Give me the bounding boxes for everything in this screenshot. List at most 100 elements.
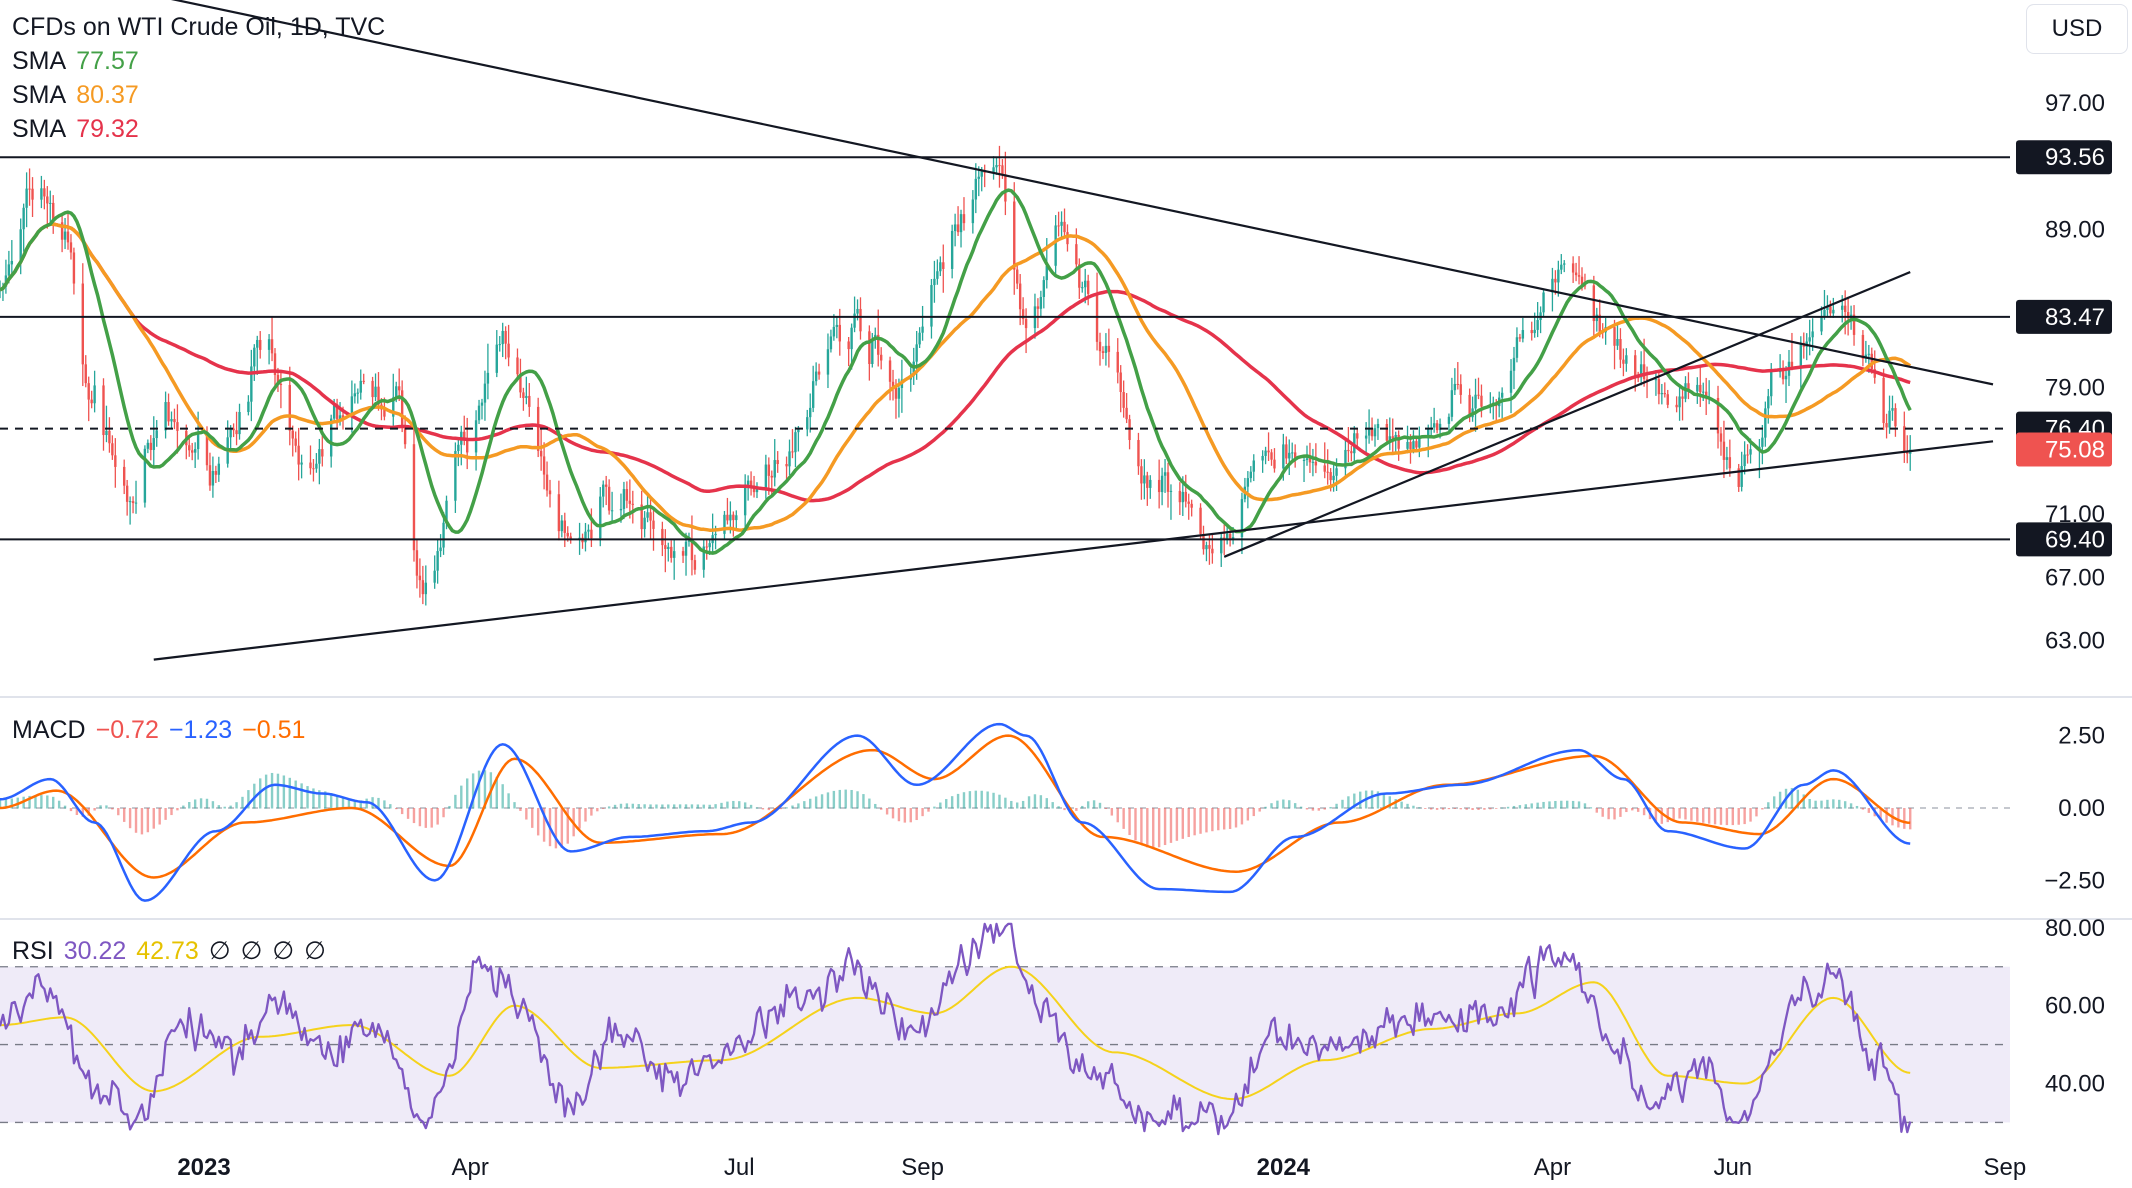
candle-body xyxy=(516,357,519,375)
macd-hist-bar xyxy=(584,808,587,822)
candle-body xyxy=(788,451,791,467)
candle-body xyxy=(1450,390,1454,417)
macd-hist-bar xyxy=(1075,808,1078,811)
macd-legend[interactable]: MACD −0.72 −1.23 −0.51 xyxy=(12,713,315,747)
candle-body xyxy=(1075,244,1078,265)
macd-hist-bar xyxy=(1329,806,1332,809)
candle-body xyxy=(1388,436,1391,441)
candle-body xyxy=(915,344,918,362)
candle-body xyxy=(684,541,688,556)
trendline-ascending-support[interactable] xyxy=(153,440,1994,661)
candle-body xyxy=(1799,342,1803,367)
macd-hist-bar xyxy=(661,804,664,809)
candle-body xyxy=(995,165,998,168)
sma-fast-legend[interactable]: SMA 77.57 xyxy=(12,44,385,78)
currency-button[interactable]: USD xyxy=(2026,4,2128,54)
candle-body xyxy=(1767,396,1770,409)
macd-hist-bar xyxy=(513,802,516,809)
candle-body xyxy=(1740,466,1743,487)
macd-hist-bar xyxy=(1897,808,1900,828)
candle-body xyxy=(755,489,759,493)
macd-hist-bar xyxy=(1311,808,1315,811)
candle-body xyxy=(128,501,132,503)
sma-slow-line xyxy=(0,222,1911,503)
candle-body xyxy=(60,222,64,240)
candle-body xyxy=(170,419,173,422)
macd-hist-bar xyxy=(879,808,883,810)
sma-mid-legend[interactable]: SMA 80.37 xyxy=(12,78,385,112)
macd-hist-bar xyxy=(318,790,321,809)
candle-body xyxy=(1264,450,1267,456)
macd-hist-bar xyxy=(596,808,599,812)
last-price-badge xyxy=(2016,432,2112,467)
macd-hist-bar xyxy=(1707,808,1711,824)
candle-body xyxy=(424,582,428,595)
candle-body xyxy=(149,442,153,450)
candle-body xyxy=(809,407,812,418)
candle-body xyxy=(791,451,794,453)
macd-hist-bar xyxy=(791,805,794,809)
macd-hist-bar xyxy=(874,803,877,809)
candle-body xyxy=(1811,331,1814,338)
candle-body xyxy=(545,474,549,491)
macd-hist-bar xyxy=(1625,808,1628,813)
macd-hist-bar xyxy=(57,800,61,809)
candle-body xyxy=(939,262,942,272)
candle-body xyxy=(826,349,830,375)
rsi-tick-label: 40.00 xyxy=(2045,1071,2105,1098)
candle-body xyxy=(1761,437,1764,447)
macd-hist-bar xyxy=(1571,800,1575,809)
candle-body xyxy=(1412,441,1415,450)
macd-tick-label: 0.00 xyxy=(2058,795,2105,822)
candle-body xyxy=(1749,449,1752,455)
macd-hist-bar xyxy=(862,794,865,809)
candle-body xyxy=(279,384,283,386)
candle-body xyxy=(1332,475,1335,481)
macd-hist-bar xyxy=(1867,808,1871,813)
candle-body xyxy=(1888,410,1891,428)
macd-hist-bar xyxy=(1033,794,1037,809)
macd-hist-bar xyxy=(1796,789,1800,809)
trendline-rising-channel[interactable] xyxy=(1223,271,1911,558)
sma-slow-legend[interactable]: SMA 79.32 xyxy=(12,112,385,146)
macd-hist-bar xyxy=(590,808,593,816)
macd-hist-bar xyxy=(755,807,759,809)
candle-body xyxy=(1406,441,1409,449)
macd-hist-bar xyxy=(1370,790,1374,809)
trendline-descending-resistance[interactable] xyxy=(154,0,1994,386)
macd-hist-bar xyxy=(223,806,226,809)
candle-body xyxy=(1418,438,1421,448)
candle-body xyxy=(49,202,52,204)
candle-body xyxy=(288,384,291,431)
candle-body xyxy=(191,450,194,453)
candle-body xyxy=(1563,263,1566,265)
macd-hist-bar xyxy=(1838,799,1841,809)
candle-body xyxy=(102,385,105,436)
candle-body xyxy=(1696,384,1699,392)
macd-hist-bar xyxy=(182,805,185,809)
candle-body xyxy=(1016,269,1019,284)
candle-body xyxy=(1042,280,1046,297)
candle-body xyxy=(522,392,525,399)
instrument-title[interactable]: CFDs on WTI Crude Oil, 1D, TVC xyxy=(12,13,386,41)
macd-hist-bar xyxy=(1252,808,1255,817)
macd-hist-bar xyxy=(826,792,830,809)
macd-hist-bar xyxy=(1394,799,1397,809)
macd-hist-bar xyxy=(418,808,422,827)
candle-body xyxy=(25,188,28,208)
candle-body xyxy=(1314,461,1318,466)
candle-body xyxy=(146,442,150,449)
candle-body xyxy=(1622,359,1625,364)
candle-body xyxy=(548,490,552,495)
rsi-label: RSI xyxy=(12,937,54,965)
candle-body xyxy=(628,500,632,504)
macd-hist-bar xyxy=(1205,808,1208,833)
candle-body xyxy=(350,396,354,418)
macd-hist-bar xyxy=(560,808,564,848)
candle-body xyxy=(341,415,345,418)
rsi-extra-3: ∅ xyxy=(272,937,295,965)
macd-hist-bar xyxy=(992,792,995,809)
macd-hist-bar xyxy=(1016,802,1019,809)
rsi-legend[interactable]: RSI 30.22 42.73 ∅ ∅ ∅ ∅ xyxy=(12,934,336,968)
